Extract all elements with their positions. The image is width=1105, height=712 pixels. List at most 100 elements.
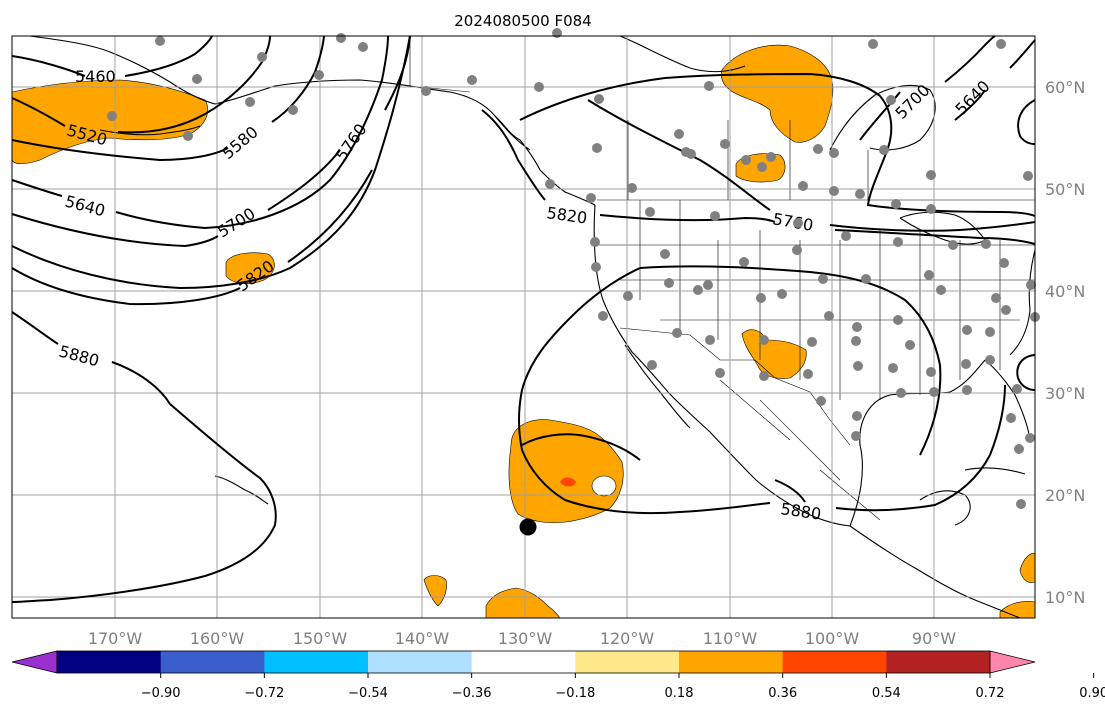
station-marker [829, 148, 839, 158]
station-marker [660, 249, 670, 259]
colorbar-segment [679, 651, 784, 673]
contour-5760-east [587, 99, 1036, 232]
coastline-baja [624, 344, 691, 429]
shade-peak-mexico-coast [560, 477, 576, 487]
colorbar-segments [57, 651, 991, 673]
station-marker [358, 42, 368, 52]
contour-5760 [11, 35, 411, 290]
colorbar-tick-label: −0.72 [244, 686, 284, 701]
station-marker [245, 97, 255, 107]
station-marker [824, 311, 834, 321]
coastline-hawaii [214, 475, 269, 505]
colorbar-tick-label: −0.18 [555, 686, 595, 701]
coastline-central-america [849, 525, 1021, 619]
station-marker [591, 262, 601, 272]
station-marker [813, 144, 823, 154]
lat-tick-50n: 50°N [1045, 180, 1085, 199]
station-marker [985, 355, 995, 365]
station-marker [623, 291, 633, 301]
station-marker [759, 335, 769, 345]
station-marker [1016, 499, 1026, 509]
station-marker [545, 179, 555, 189]
colorbar-segment [782, 651, 887, 673]
station-marker [888, 363, 898, 373]
station-marker [896, 388, 906, 398]
station-marker [829, 186, 839, 196]
colorbar-segment [471, 651, 576, 673]
lon-tick-90w: 90°W [912, 629, 956, 648]
colorbar-segment [886, 651, 991, 673]
station-marker [793, 218, 803, 228]
highlight-point-marker [519, 518, 537, 536]
latitude-axis: 60°N 50°N 40°N 30°N 20°N 10°N [1045, 78, 1085, 607]
colorbar-frame [56, 650, 991, 674]
station-marker [936, 285, 946, 295]
station-marker [703, 280, 713, 290]
colorbar-segment [160, 651, 265, 673]
station-marker [715, 368, 725, 378]
contour-5880-east-loop [639, 265, 1006, 456]
station-marker [948, 240, 958, 250]
station-marker [962, 385, 972, 395]
map-panel: 5460 5520 5580 5640 5700 5760 5820 5880 … [11, 28, 1040, 619]
longitude-axis: 170°W 160°W 150°W 140°W 130°W 120°W 110°… [88, 629, 956, 648]
station-marker [1026, 280, 1036, 290]
contour-5820-east [481, 109, 1036, 245]
station-marker [852, 322, 862, 332]
station-marker [851, 431, 861, 441]
coastline-alaska [29, 35, 531, 151]
station-marker [739, 257, 749, 267]
lon-tick-120w: 120°W [600, 629, 655, 648]
figure-title: 2024080500 F084 [454, 12, 591, 30]
contour-label-5460: 5460 [75, 67, 116, 86]
contour-5520 [11, 35, 271, 134]
station-marker [1025, 433, 1035, 443]
station-marker [288, 105, 298, 115]
station-marker [534, 82, 544, 92]
station-marker [686, 149, 696, 159]
station-marker [981, 239, 991, 249]
lon-tick-150w: 150°W [293, 629, 348, 648]
colorbar-tick-label: 0.54 [872, 686, 901, 701]
station-marker [841, 231, 851, 241]
coastline-cuba [964, 467, 1026, 475]
coastline-east-us [1009, 249, 1036, 356]
colorbar-segment [57, 651, 162, 673]
station-marker [996, 39, 1006, 49]
colorbar-labels: −0.90 −0.72 −0.54 −0.36 −0.18 0.18 0.36 0.54 0.7… [141, 673, 1105, 701]
coastline-florida [984, 359, 1031, 441]
station-marker [467, 75, 477, 85]
station-marker [868, 39, 878, 49]
station-marker [257, 52, 267, 62]
station-marker [926, 367, 936, 377]
colorbar-tick-label: 0.72 [976, 686, 1005, 701]
shade-region-hudson [720, 44, 834, 143]
station-marker [852, 411, 862, 421]
station-marker [807, 337, 817, 347]
map-frame [11, 35, 1036, 619]
station-marker [1012, 384, 1022, 394]
colorbar-segment [264, 651, 369, 673]
station-marker [893, 315, 903, 325]
contour-5880-west [11, 311, 277, 603]
contour-5640-ne [954, 39, 1036, 121]
station-marker [1006, 413, 1016, 423]
contour-5820-west [11, 169, 373, 306]
station-marker [627, 183, 637, 193]
shade-region-pacific-small [225, 252, 275, 284]
contour-5700-ne [859, 35, 996, 141]
station-marker [893, 237, 903, 247]
station-marker [929, 387, 939, 397]
shade-region-tropical-1 [423, 575, 447, 607]
colorbar-tick-label: 0.90 [1079, 686, 1105, 701]
gridlines [12, 36, 1035, 618]
contour-ne-loop [1017, 99, 1036, 145]
station-marker [192, 74, 202, 84]
lon-tick-170w: 170°W [88, 629, 143, 648]
border-canada-provinces [627, 120, 869, 200]
border-alaska-canada [409, 36, 471, 93]
station-marker [766, 152, 776, 162]
station-marker [816, 396, 826, 406]
station-marker [314, 70, 324, 80]
station-marker [421, 86, 431, 96]
